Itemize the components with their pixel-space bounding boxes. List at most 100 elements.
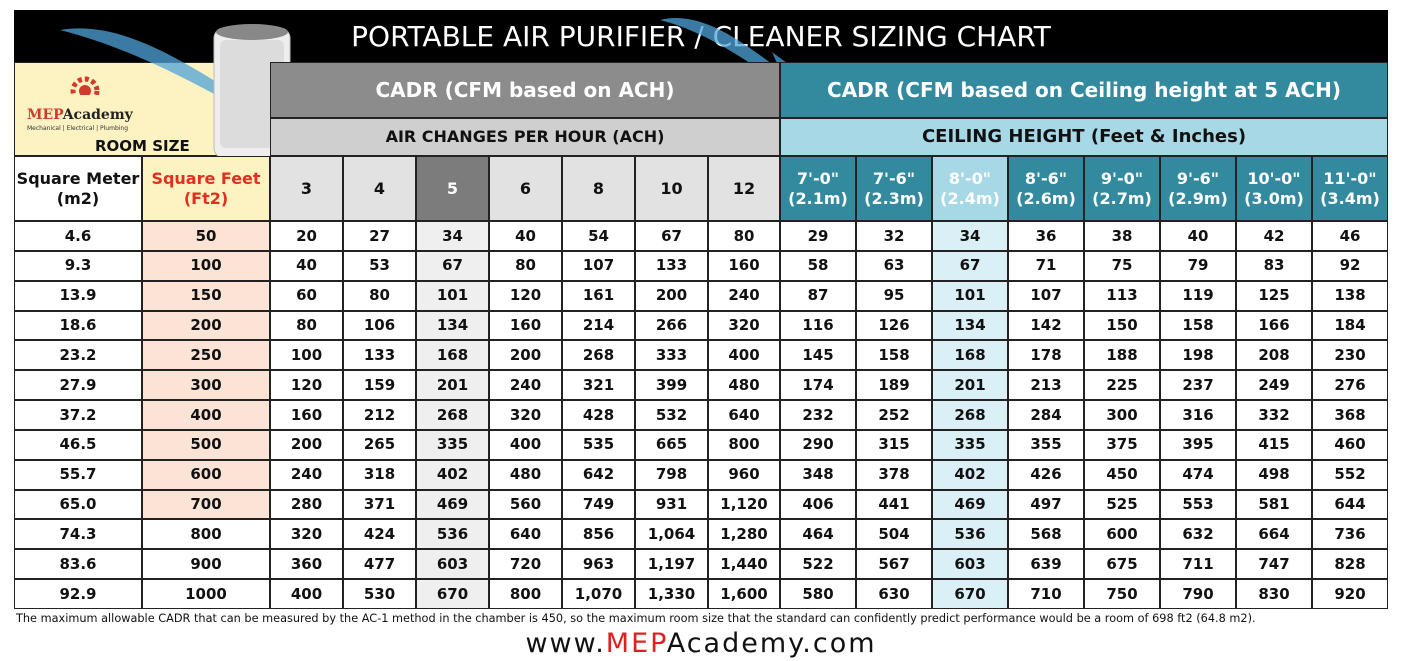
table-cell: 268 [562, 340, 635, 371]
column-header-line: 3 [300, 178, 313, 198]
cell-value: 160 [290, 405, 323, 424]
cell-value: 160 [728, 256, 760, 275]
table-cell: 100 [142, 250, 270, 281]
table-cell: 58 [780, 250, 856, 281]
chart-title: PORTABLE AIR PURIFIER / CLEANER SIZING C… [14, 10, 1388, 62]
cell-value: 142 [1030, 316, 1062, 335]
column-header-line: Square Meter [16, 168, 140, 188]
website: www.MEPAcademy.com [0, 628, 1402, 659]
cell-value: 201 [954, 375, 986, 394]
table-cell: 265 [343, 429, 416, 460]
table-cell: 581 [1236, 489, 1312, 520]
cell-value: 1,600 [720, 584, 768, 603]
cell-value: 960 [728, 465, 760, 484]
cell-value: 474 [1182, 465, 1214, 484]
table-cell: 80 [343, 280, 416, 311]
column-header: Square Meter (m2) [14, 156, 142, 221]
cell-value: 640 [728, 405, 760, 424]
cell-value: 107 [1030, 286, 1062, 305]
cell-value: 67 [442, 256, 463, 275]
group-title: CADR (CFM based on Ceiling height at 5 A… [827, 77, 1341, 102]
cell-value: 158 [878, 345, 910, 364]
cell-value: 230 [1334, 345, 1366, 364]
cell-value: 40 [296, 256, 317, 275]
column-header-line: 6 [519, 178, 532, 198]
cell-value: 166 [1258, 316, 1290, 335]
cell-value: 120 [509, 286, 542, 305]
cell-value: 441 [878, 495, 910, 514]
table-cell: 441 [856, 489, 932, 520]
table-cell: 32 [856, 221, 932, 251]
table-cell: 34 [932, 221, 1008, 251]
cell-value: 200 [190, 316, 222, 335]
cell-value: 46.5 [59, 435, 97, 454]
cell-value: 134 [436, 316, 469, 335]
cell-value: 400 [728, 345, 760, 364]
cell-value: 522 [802, 554, 834, 573]
cell-value: 920 [1334, 584, 1366, 603]
cell-value: 335 [954, 435, 986, 454]
cell-value: 125 [1258, 286, 1290, 305]
table-cell: 321 [562, 370, 635, 401]
table-cell: 80 [708, 221, 780, 251]
column-header: 8'-6" (2.6m) [1008, 156, 1084, 221]
cell-value: 249 [1258, 375, 1290, 394]
cell-value: 1,330 [647, 584, 696, 603]
table-cell: 200 [270, 429, 343, 460]
cell-value: 321 [582, 375, 615, 394]
table-cell: 160 [708, 250, 780, 281]
cell-value: 536 [954, 525, 986, 543]
table-cell: 428 [562, 400, 635, 430]
cell-value: 250 [190, 345, 222, 364]
table-cell: 40 [1160, 221, 1236, 251]
cell-value: 560 [509, 495, 542, 514]
column-header: 8 [562, 156, 635, 221]
cell-value: 178 [1030, 345, 1062, 364]
column-header-line: (2.1m) [788, 188, 848, 208]
logo-icon [55, 76, 115, 101]
table-cell: 158 [856, 340, 932, 371]
cell-value: 27.9 [59, 375, 97, 394]
cell-value: 320 [290, 525, 323, 543]
cell-value: 497 [1030, 495, 1062, 514]
cell-value: 212 [363, 405, 396, 424]
group-subheader: CEILING HEIGHT (Feet & Inches) [780, 118, 1388, 156]
cell-value: 60 [296, 286, 317, 305]
cell-value: 240 [509, 375, 542, 394]
table-cell: 497 [1008, 489, 1084, 520]
table-cell: 126 [856, 310, 932, 341]
cell-value: 750 [1106, 584, 1138, 603]
cell-value: 133 [363, 345, 396, 364]
group-subtitle: AIR CHANGES PER HOUR (ACH) [385, 127, 665, 146]
cell-value: 460 [1334, 435, 1366, 454]
column-header: 4 [343, 156, 416, 221]
website-prefix: www. [525, 628, 606, 659]
table-cell: 36 [1008, 221, 1084, 251]
cell-value: 232 [802, 405, 834, 424]
cell-value: 800 [190, 525, 222, 543]
table-cell: 133 [343, 340, 416, 371]
table-cell: 92.9 [14, 579, 142, 609]
cell-value: 168 [436, 345, 469, 364]
table-cell: 107 [562, 250, 635, 281]
cell-value: 1,440 [720, 554, 768, 573]
table-cell: 400 [708, 340, 780, 371]
table-cell: 500 [142, 429, 270, 460]
table-cell: 395 [1160, 429, 1236, 460]
group-title: CADR (CFM based on ACH) [375, 77, 675, 102]
group-subheader: AIR CHANGES PER HOUR (ACH) [270, 118, 780, 156]
table-cell: 536 [416, 519, 489, 550]
cell-value: 665 [655, 435, 688, 454]
table-cell: 400 [142, 400, 270, 430]
table-cell: 800 [489, 579, 562, 609]
cell-value: 1,064 [647, 525, 696, 543]
table-cell: 237 [1160, 370, 1236, 401]
cell-value: 208 [1258, 345, 1290, 364]
table-cell: 469 [932, 489, 1008, 520]
table-cell: 268 [932, 400, 1008, 430]
table-cell: 355 [1008, 429, 1084, 460]
cell-value: 268 [582, 345, 615, 364]
table-cell: 710 [1008, 579, 1084, 609]
cell-value: 54 [588, 226, 609, 245]
cell-value: 567 [878, 554, 910, 573]
